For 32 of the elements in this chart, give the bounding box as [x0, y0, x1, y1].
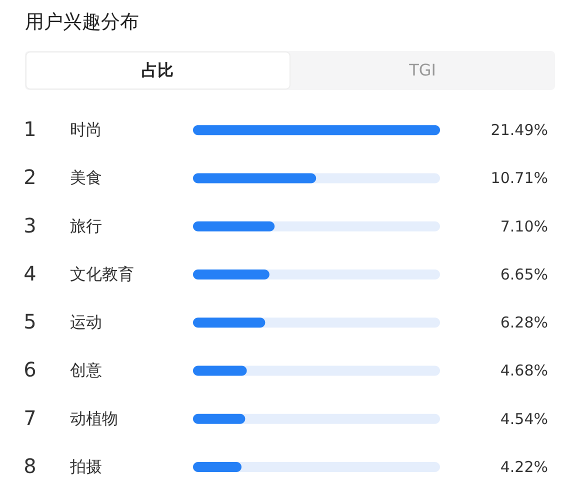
- data-label: 6.65%: [500, 265, 548, 284]
- y-tick-label: 文化教育: [70, 264, 134, 284]
- data-label: 4.68%: [500, 362, 548, 380]
- text: 5: [24, 310, 36, 334]
- y-tick-label: 创意: [70, 360, 102, 380]
- bar: [193, 414, 246, 424]
- data-label: 21.49%: [490, 121, 548, 140]
- bar: [193, 366, 247, 376]
- bar: [193, 462, 242, 472]
- y-tick-label: 拍摄: [69, 456, 102, 476]
- text: 3: [24, 213, 36, 238]
- chart-title: 用户兴趣分布: [25, 11, 139, 33]
- text: 1: [24, 117, 36, 142]
- text: 6: [24, 358, 36, 382]
- text: 7: [24, 406, 36, 430]
- data-label: 7.10%: [500, 217, 548, 236]
- bar: [193, 318, 266, 328]
- y-tick-label: 运动: [70, 312, 102, 332]
- y-tick-label: 时尚: [70, 120, 102, 140]
- text: TGI: [408, 60, 436, 80]
- data-label: 6.28%: [500, 314, 548, 332]
- data-label: 10.71%: [490, 169, 548, 188]
- bar: [193, 269, 270, 280]
- data-label: 4.22%: [500, 458, 548, 476]
- y-tick-label: 旅行: [70, 216, 102, 236]
- text: 4: [24, 261, 36, 286]
- y-tick-label: 美食: [70, 168, 102, 188]
- text: 8: [24, 454, 36, 478]
- data-label: 4.54%: [500, 410, 548, 428]
- text: 占比: [142, 60, 174, 80]
- y-tick-label: 动植物: [70, 408, 118, 428]
- text: 2: [24, 165, 36, 190]
